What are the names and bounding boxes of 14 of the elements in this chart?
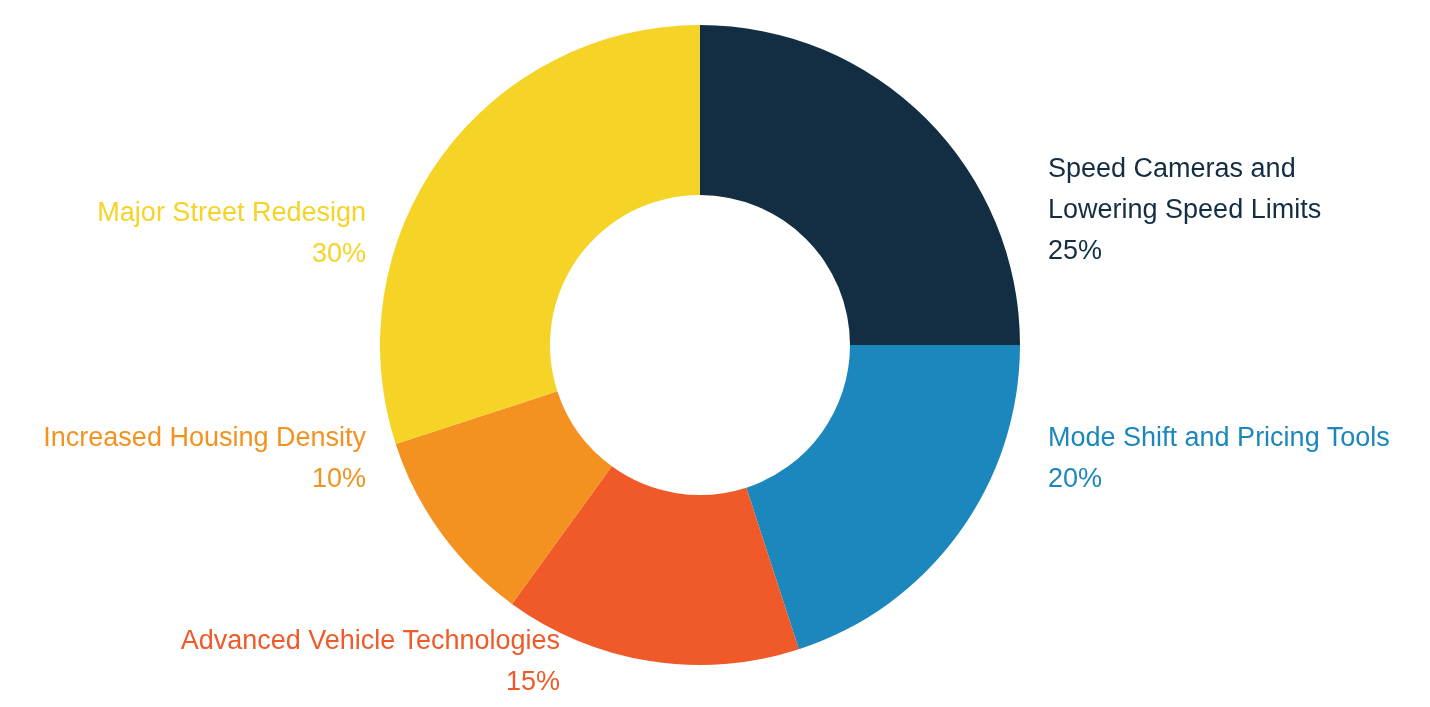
donut-slice bbox=[395, 391, 612, 604]
slice-label: Major Street Redesign bbox=[97, 196, 366, 227]
donut-slice bbox=[700, 25, 1020, 345]
data-label: 20% bbox=[1048, 463, 1103, 494]
slice-label: Advanced Vehicle Technologies bbox=[180, 624, 560, 655]
slice-label: Speed Cameras and Lowering Speed Limits bbox=[1048, 153, 1322, 225]
slice-label: Increased Housing Density bbox=[43, 422, 367, 453]
donut-slice bbox=[746, 345, 1020, 650]
data-label: 25% bbox=[1048, 235, 1103, 266]
slice-label: Mode Shift and Pricing Tools bbox=[1048, 422, 1390, 453]
data-label: 10% bbox=[311, 463, 366, 494]
donut-slice bbox=[380, 25, 700, 444]
data-label: 15% bbox=[505, 665, 560, 696]
data-label: 30% bbox=[311, 237, 366, 268]
